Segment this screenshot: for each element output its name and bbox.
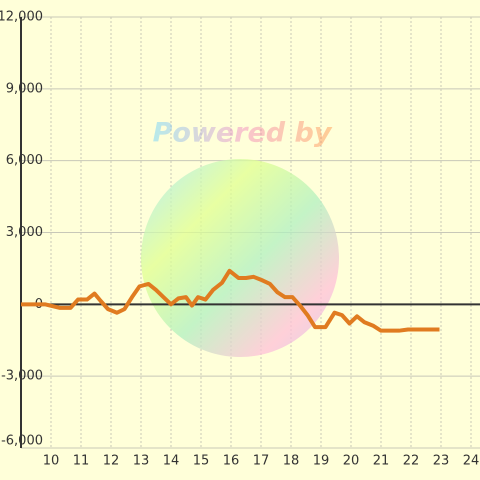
x-tick-label: 12 — [103, 454, 120, 469]
y-tick-label: 9,000 — [6, 81, 43, 96]
y-tick-label: -3,000 — [1, 369, 43, 384]
x-tick-label: 20 — [343, 454, 360, 469]
x-tick-label: 14 — [163, 454, 180, 469]
y-tick-label: 3,000 — [6, 225, 43, 240]
watermark-text: Powered by — [153, 118, 333, 149]
y-tick-label: -6,000 — [1, 434, 43, 449]
x-tick-label: 21 — [373, 454, 390, 469]
x-tick-label: 15 — [193, 454, 210, 469]
y-tick-label: 6,000 — [6, 153, 43, 168]
x-tick-label: 22 — [403, 454, 420, 469]
x-tick-label: 23 — [433, 454, 450, 469]
x-tick-label: 19 — [313, 454, 330, 469]
x-tick-label: 18 — [283, 454, 300, 469]
x-tick-label: 24 — [463, 454, 480, 469]
x-tick-label: 16 — [223, 454, 240, 469]
watermark-logo — [141, 159, 339, 357]
x-tick-label: 10 — [43, 454, 60, 469]
line-series — [21, 268, 440, 333]
x-tick-label: 11 — [73, 454, 90, 469]
x-tick-label: 17 — [253, 454, 270, 469]
x-tick-label: 13 — [133, 454, 150, 469]
